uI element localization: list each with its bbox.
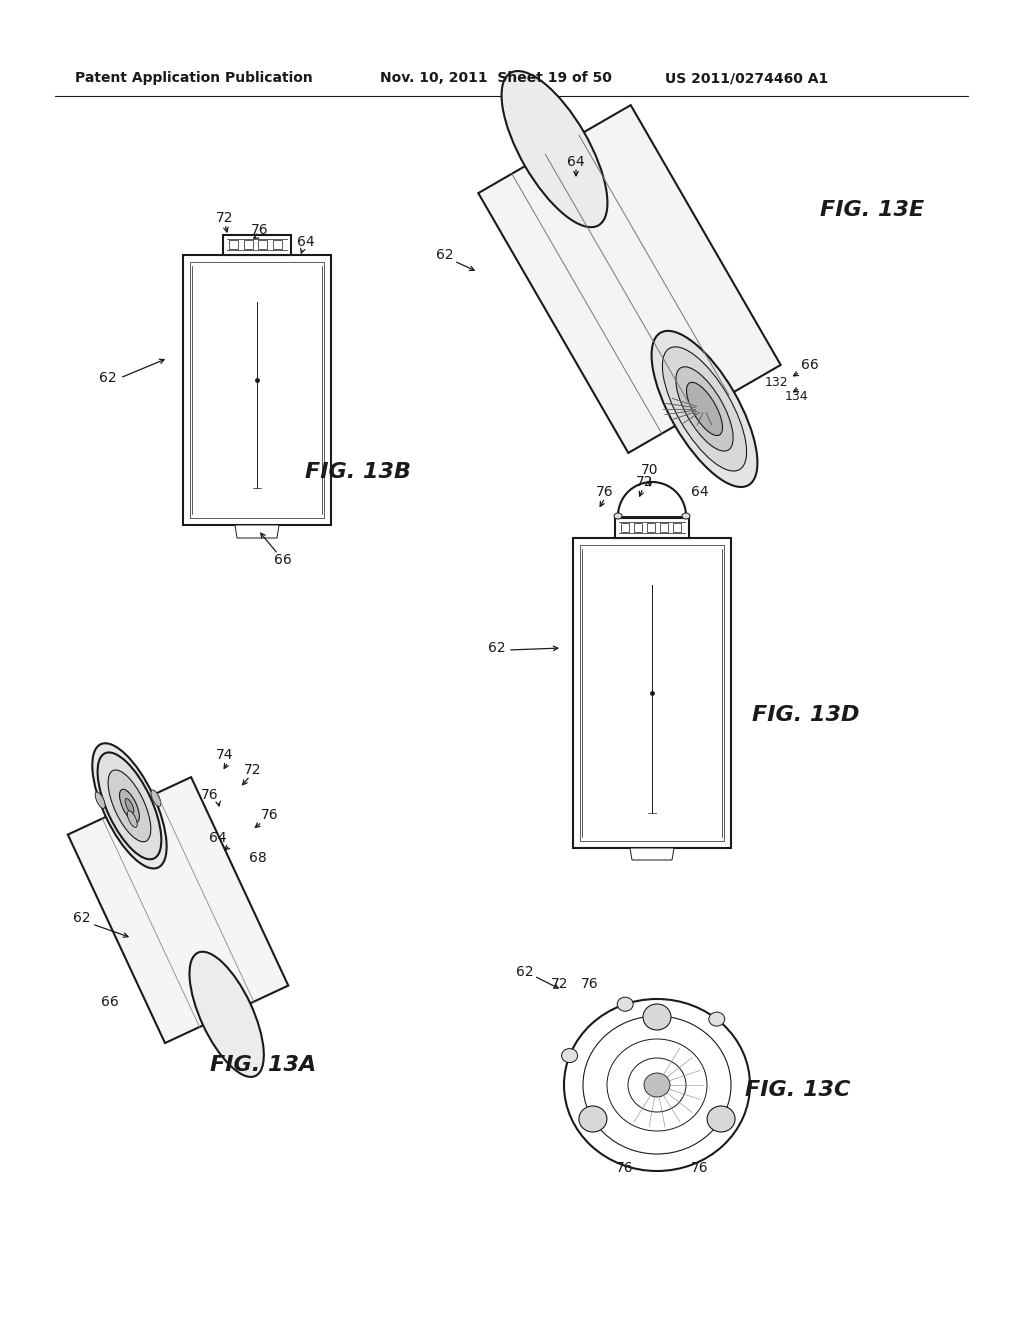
- Text: 72: 72: [636, 475, 653, 488]
- Text: Patent Application Publication: Patent Application Publication: [75, 71, 312, 84]
- Text: 66: 66: [101, 995, 119, 1008]
- Ellipse shape: [120, 789, 139, 822]
- Text: 76: 76: [691, 1162, 709, 1175]
- Text: 64: 64: [691, 484, 709, 499]
- Polygon shape: [234, 525, 279, 539]
- Ellipse shape: [97, 752, 162, 859]
- Ellipse shape: [686, 383, 723, 436]
- Polygon shape: [478, 106, 780, 453]
- Text: 72: 72: [551, 977, 568, 991]
- Ellipse shape: [109, 770, 151, 842]
- Ellipse shape: [614, 513, 622, 519]
- Text: 66: 66: [801, 358, 819, 372]
- Text: 72: 72: [245, 763, 262, 777]
- Ellipse shape: [644, 1073, 670, 1097]
- Ellipse shape: [709, 1012, 725, 1026]
- Text: 76: 76: [582, 977, 599, 991]
- Ellipse shape: [564, 999, 750, 1171]
- Text: 76: 76: [201, 788, 219, 803]
- Polygon shape: [615, 517, 689, 539]
- Text: 62: 62: [516, 965, 534, 979]
- Text: 62: 62: [73, 911, 91, 925]
- Text: 74: 74: [216, 748, 233, 762]
- Text: Nov. 10, 2011  Sheet 19 of 50: Nov. 10, 2011 Sheet 19 of 50: [380, 71, 612, 84]
- Text: 72: 72: [216, 211, 233, 224]
- Ellipse shape: [561, 1048, 578, 1063]
- Text: 66: 66: [274, 553, 292, 568]
- Text: 134: 134: [784, 389, 808, 403]
- Text: FIG. 13B: FIG. 13B: [305, 462, 411, 482]
- Text: US 2011/0274460 A1: US 2011/0274460 A1: [665, 71, 828, 84]
- Ellipse shape: [708, 1106, 735, 1133]
- Text: 76: 76: [251, 223, 269, 238]
- Ellipse shape: [92, 743, 167, 869]
- Polygon shape: [68, 777, 289, 1043]
- Ellipse shape: [682, 513, 690, 519]
- Ellipse shape: [676, 367, 733, 451]
- Text: FIG. 13D: FIG. 13D: [752, 705, 859, 725]
- Ellipse shape: [617, 997, 633, 1011]
- Text: 62: 62: [436, 248, 454, 261]
- Text: FIG. 13E: FIG. 13E: [820, 201, 925, 220]
- Ellipse shape: [502, 71, 607, 227]
- Ellipse shape: [651, 331, 758, 487]
- Text: 76: 76: [596, 484, 613, 499]
- Text: 64: 64: [567, 154, 585, 169]
- Ellipse shape: [189, 952, 264, 1077]
- Text: 76: 76: [616, 1162, 634, 1175]
- Text: 64: 64: [209, 832, 226, 845]
- Text: 62: 62: [488, 642, 506, 655]
- Ellipse shape: [127, 810, 137, 828]
- Ellipse shape: [95, 792, 105, 809]
- Ellipse shape: [579, 1106, 607, 1133]
- Polygon shape: [630, 847, 674, 861]
- Text: FIG. 13A: FIG. 13A: [210, 1055, 316, 1074]
- Text: 64: 64: [297, 235, 314, 249]
- Polygon shape: [183, 255, 331, 525]
- Ellipse shape: [643, 1005, 671, 1030]
- Text: FIG. 13C: FIG. 13C: [745, 1080, 850, 1100]
- Polygon shape: [223, 235, 291, 255]
- Polygon shape: [573, 539, 731, 847]
- Text: 68: 68: [249, 851, 267, 865]
- Text: 132: 132: [764, 375, 787, 388]
- Text: 70: 70: [641, 463, 658, 477]
- Text: 76: 76: [261, 808, 279, 822]
- Ellipse shape: [151, 789, 161, 807]
- Ellipse shape: [663, 347, 746, 471]
- Ellipse shape: [125, 799, 134, 813]
- Text: 62: 62: [99, 371, 117, 385]
